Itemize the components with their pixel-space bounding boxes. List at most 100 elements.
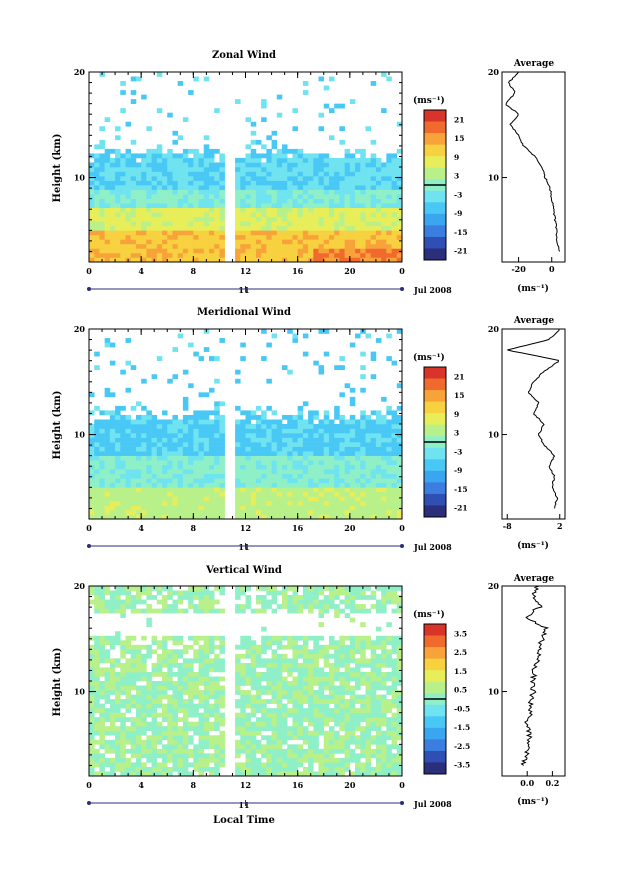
heatmap-cell xyxy=(130,157,137,163)
heatmap-cell xyxy=(188,257,194,263)
heatmap-cell xyxy=(255,487,262,493)
heatmap-cell xyxy=(177,762,184,768)
heatmap-cell xyxy=(308,460,314,466)
heatmap-cell xyxy=(339,469,345,475)
heatmap-cell xyxy=(276,748,283,754)
heatmap-cell xyxy=(167,378,173,384)
heatmap-cell xyxy=(198,252,205,258)
heatmap-cell xyxy=(365,514,371,520)
y-axis-label: Height (km) xyxy=(52,391,63,460)
heatmap-cell xyxy=(318,730,325,736)
heatmap-cell xyxy=(214,148,220,154)
heatmap-cell xyxy=(162,662,168,668)
heatmap-cell xyxy=(391,744,398,750)
heatmap-cell xyxy=(172,167,178,172)
heatmap-cell xyxy=(381,230,387,236)
heatmap-cell xyxy=(334,207,340,213)
heatmap-cell xyxy=(219,194,225,199)
heatmap-cell xyxy=(292,762,298,768)
heatmap-cell xyxy=(271,595,278,600)
heatmap-cell xyxy=(328,162,335,168)
heatmap-cell xyxy=(308,671,314,677)
heatmap-cell xyxy=(365,640,371,646)
heatmap-cell xyxy=(318,194,325,199)
heatmap-cell xyxy=(355,649,361,655)
heatmap-cell xyxy=(94,460,100,466)
heatmap-cell xyxy=(120,662,126,668)
heatmap-cell xyxy=(203,162,210,168)
heatmap-cell xyxy=(266,180,272,186)
heatmap-cell xyxy=(182,739,189,745)
heatmap-cell xyxy=(208,491,215,497)
heatmap-cell xyxy=(188,604,194,609)
heatmap-cell xyxy=(99,708,105,713)
heatmap-cell xyxy=(208,694,215,700)
heatmap-cell xyxy=(349,635,356,641)
heatmap-cell xyxy=(250,505,257,511)
heatmap-cell xyxy=(375,248,382,254)
heatmap-cell xyxy=(381,252,387,258)
avg-profile-line xyxy=(505,71,561,252)
heatmap-cell xyxy=(162,762,168,768)
heatmap-cell xyxy=(89,203,95,209)
heatmap-cell xyxy=(271,176,278,181)
heatmap-cell xyxy=(193,649,199,655)
heatmap-cell xyxy=(193,640,199,646)
heatmap-cell xyxy=(266,685,272,691)
heatmap-cell xyxy=(339,162,345,168)
heatmap-cell xyxy=(271,681,278,686)
heatmap-cell xyxy=(99,424,105,429)
heatmap-cell xyxy=(287,180,293,186)
heatmap-cell xyxy=(271,234,278,240)
heatmap-cell xyxy=(323,676,330,682)
heatmap-cell xyxy=(334,433,340,438)
heatmap-cell xyxy=(104,635,111,641)
heatmap-cell xyxy=(381,473,387,479)
heatmap-cell xyxy=(219,252,225,258)
heatmap-cell xyxy=(355,185,361,190)
heatmap-cell xyxy=(370,703,377,709)
heatmap-cell xyxy=(235,198,241,204)
heatmap-cell xyxy=(214,410,220,416)
heatmap-cell xyxy=(245,144,252,150)
heatmap-cell xyxy=(146,690,152,695)
heatmap-cell xyxy=(297,730,304,736)
heatmap-cell xyxy=(318,329,325,334)
heatmap-cell xyxy=(287,203,293,209)
heatmap-cell xyxy=(146,248,152,254)
heatmap-cell xyxy=(292,717,298,723)
heatmap-cell xyxy=(141,162,147,168)
heatmap-cell xyxy=(328,225,335,231)
heatmap-cell xyxy=(94,635,100,641)
heatmap-cell xyxy=(297,203,304,209)
heatmap-cell xyxy=(141,167,147,172)
heatmap-cell xyxy=(365,505,371,511)
heatmap-cell xyxy=(360,180,366,186)
heatmap-cell xyxy=(302,685,309,691)
heatmap-cell xyxy=(141,487,147,493)
heatmap-cell xyxy=(214,212,220,218)
heatmap-cell xyxy=(370,433,377,438)
heatmap-cell xyxy=(297,180,304,186)
heatmap-cell xyxy=(386,221,392,227)
heatmap-cell xyxy=(245,699,252,704)
heatmap-cell xyxy=(355,509,361,515)
heatmap-cell xyxy=(151,212,158,218)
heatmap-cell xyxy=(344,703,351,709)
heatmap-cell xyxy=(297,604,304,609)
heatmap-cell xyxy=(94,176,100,181)
heatmap-cell xyxy=(109,685,116,691)
heatmap-cell xyxy=(219,180,225,186)
heatmap-cell xyxy=(235,207,241,213)
heatmap-cell xyxy=(334,180,340,186)
heatmap-cell xyxy=(193,464,199,470)
heatmap-cell xyxy=(125,424,132,429)
heatmap-cell xyxy=(292,108,298,114)
heatmap-cell xyxy=(308,230,314,236)
heatmap-cell xyxy=(287,478,293,484)
heatmap-cell xyxy=(125,694,132,700)
heatmap-cell xyxy=(146,203,152,209)
heatmap-cell xyxy=(313,739,319,745)
heatmap-cell xyxy=(308,212,314,218)
